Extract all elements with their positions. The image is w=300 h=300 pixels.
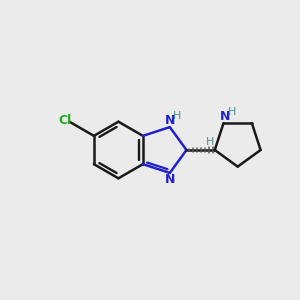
Text: N: N [165,172,175,186]
Text: H: H [228,107,236,117]
Text: H: H [206,136,214,146]
Text: H: H [173,111,181,121]
Text: N: N [165,114,175,128]
Text: N: N [220,110,230,123]
Text: Cl: Cl [58,114,72,127]
